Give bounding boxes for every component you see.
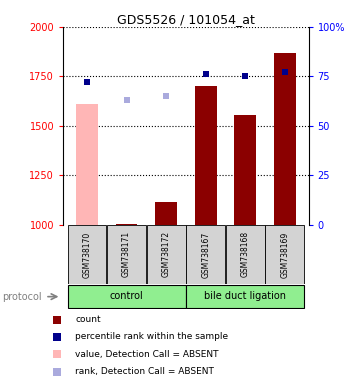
Text: GSM738172: GSM738172: [162, 231, 171, 278]
Bar: [68, 285, 186, 308]
Bar: [226, 225, 265, 284]
Text: control: control: [110, 291, 143, 301]
Text: GSM738167: GSM738167: [201, 231, 210, 278]
Text: bile duct ligation: bile duct ligation: [204, 291, 286, 301]
Bar: [147, 225, 186, 284]
Text: value, Detection Call = ABSENT: value, Detection Call = ABSENT: [75, 350, 219, 359]
Bar: [265, 225, 304, 284]
Bar: [155, 202, 177, 225]
Text: protocol: protocol: [2, 291, 42, 302]
Bar: [186, 285, 304, 308]
Bar: [116, 223, 138, 225]
Bar: [234, 115, 256, 225]
Bar: [107, 225, 146, 284]
Text: percentile rank within the sample: percentile rank within the sample: [75, 333, 228, 341]
Bar: [274, 53, 296, 225]
Title: GDS5526 / 101054_at: GDS5526 / 101054_at: [117, 13, 255, 26]
Text: GSM738168: GSM738168: [241, 231, 250, 278]
Text: GSM738170: GSM738170: [82, 231, 91, 278]
Text: rank, Detection Call = ABSENT: rank, Detection Call = ABSENT: [75, 367, 214, 376]
Bar: [76, 104, 98, 225]
Text: count: count: [75, 315, 101, 324]
Bar: [186, 225, 225, 284]
Text: GSM738171: GSM738171: [122, 231, 131, 278]
Bar: [68, 225, 106, 284]
Bar: [195, 86, 217, 225]
Text: GSM738169: GSM738169: [280, 231, 290, 278]
